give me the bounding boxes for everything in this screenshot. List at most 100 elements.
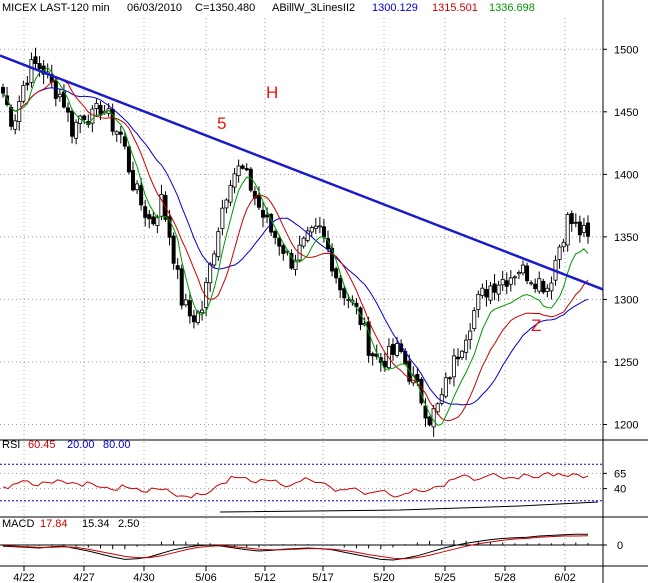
candle-body (0, 86, 6, 94)
indicator-value-blue: 1300.129 (372, 2, 418, 14)
candle-body (21, 85, 26, 102)
indicator-value-green: 1336.698 (489, 2, 535, 14)
candle-body (321, 226, 326, 238)
candle-body (175, 265, 180, 270)
candle-body (395, 343, 400, 356)
candle-body (492, 283, 497, 293)
candle-body (370, 353, 375, 357)
candles (0, 47, 591, 437)
date-label: 06/03/2010 (127, 2, 182, 14)
candle-body (37, 63, 42, 70)
x-tick-label: 5/28 (494, 572, 515, 583)
candle-body (334, 268, 339, 279)
candle-body (240, 165, 245, 169)
rsi-upper: 80.00 (103, 439, 131, 451)
candle-body (358, 307, 363, 325)
candle-body (533, 283, 538, 290)
macd-panel: 0 (0, 533, 623, 561)
candle-body (289, 253, 294, 269)
macd-line (2, 533, 589, 561)
candle-body (29, 59, 34, 83)
wave-label-5: 5 (217, 114, 226, 133)
candle-body (130, 170, 135, 191)
candle-body (273, 231, 278, 238)
candle-body (195, 311, 200, 323)
candle-body (139, 185, 144, 206)
macd-zero-label: 0 (617, 540, 623, 552)
candle-body (439, 394, 444, 404)
candle-body (281, 245, 286, 254)
candle-body (309, 227, 314, 233)
macd-title: MACD (2, 518, 34, 530)
candle-body (66, 107, 71, 113)
wave-label-h: H (266, 83, 278, 102)
candle-body (419, 378, 424, 404)
x-tick-label: 5/06 (195, 572, 216, 583)
candle-body (537, 278, 542, 292)
x-tick-label: 5/12 (254, 572, 275, 583)
candle-body (504, 280, 509, 287)
x-tick-label: 5/20 (373, 572, 394, 583)
rsi-title: RSI (2, 439, 20, 451)
indicator-value-red: 1315.501 (432, 2, 478, 14)
rsi-value: 60.45 (28, 439, 56, 451)
candle-body (508, 277, 513, 285)
candle-body (17, 101, 22, 123)
candle-body (317, 225, 322, 228)
candle-body (569, 213, 574, 225)
candle-body (90, 108, 95, 124)
candle-body (256, 194, 261, 208)
candle-body (13, 120, 18, 130)
candle-body (236, 165, 241, 177)
candle-body (151, 216, 156, 225)
candle-body (521, 264, 526, 274)
candle-body (390, 344, 395, 355)
candle-body (74, 121, 79, 139)
candle-body (216, 231, 221, 258)
candle-body (179, 268, 184, 306)
candle-body (443, 377, 448, 397)
moving-average-line (2, 78, 589, 422)
candle-body (415, 373, 420, 382)
moving-average-line (2, 87, 589, 406)
y-tick-label: 1400 (614, 169, 638, 181)
x-tick-label: 4/22 (13, 572, 34, 583)
candle-body (126, 146, 131, 173)
candle-body (541, 280, 546, 293)
macd-signal: 15.34 (82, 518, 110, 530)
candle-body (82, 115, 87, 120)
candle-body (53, 80, 58, 99)
moving-average-line (2, 67, 589, 426)
candle-body (366, 321, 371, 356)
candle-body (110, 108, 115, 132)
candle-body (122, 136, 127, 147)
axis-ticks: 4/22 4/27 4/30 5/06 5/12 5/17 5/20 5/25 5/28 6/02… (13, 44, 638, 583)
candle-body (476, 293, 481, 310)
candle-body (70, 110, 75, 137)
candle-body (232, 173, 237, 188)
candle-body (455, 356, 460, 360)
candle-body (244, 168, 249, 171)
candle-body (500, 279, 505, 286)
candle-body (557, 246, 562, 260)
x-tick-label: 4/27 (73, 572, 94, 583)
candle-body (118, 131, 123, 135)
candle-body (293, 259, 298, 271)
candle-body (488, 285, 493, 301)
candle-body (577, 221, 582, 236)
candle-body (228, 185, 233, 203)
candle-body (285, 250, 290, 253)
candle-body (147, 214, 152, 220)
candle-body (187, 300, 192, 317)
y-tick-label: 1450 (614, 107, 638, 119)
resistance-trendline (0, 54, 604, 291)
wave-label-z: Z (531, 316, 541, 335)
candle-body (586, 222, 591, 237)
x-tick-label: 5/25 (434, 572, 455, 583)
candle-body (330, 247, 335, 272)
candle-body (200, 309, 205, 314)
macd-hist: 2.50 (118, 518, 139, 530)
candle-body (427, 416, 432, 426)
candle-body (512, 276, 517, 279)
